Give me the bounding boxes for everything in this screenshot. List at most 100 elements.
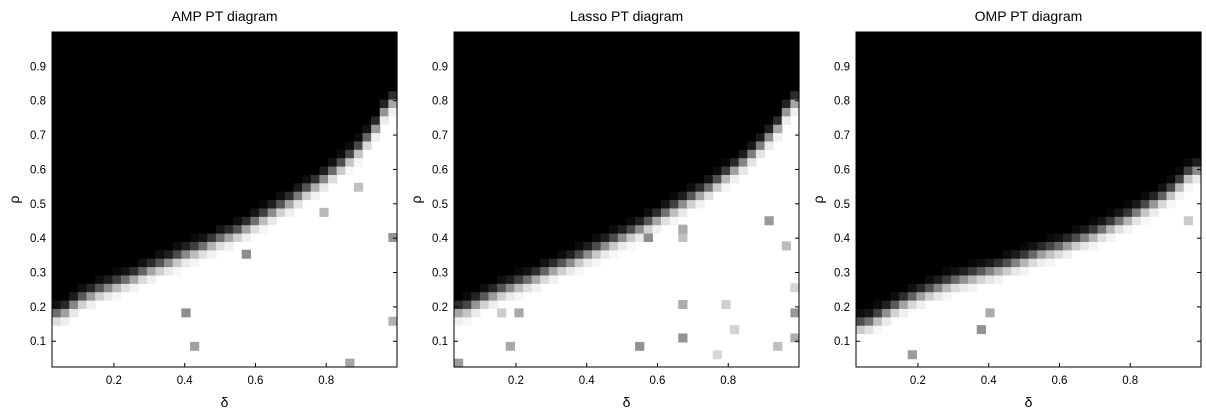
- heatmap-cell: [1106, 32, 1116, 41]
- heatmap-cell: [907, 182, 917, 192]
- heatmap-cell: [1175, 191, 1185, 201]
- heatmap-cell: [959, 157, 969, 167]
- heatmap-cell: [353, 115, 364, 125]
- heatmap-cell: [172, 140, 182, 150]
- heatmap-cell: [531, 132, 541, 142]
- heatmap-cell: [540, 65, 550, 75]
- heatmap-cell: [345, 124, 355, 134]
- heatmap-cell: [643, 107, 653, 117]
- heatmap-cell: [471, 283, 481, 293]
- heatmap-cell: [69, 73, 79, 83]
- heatmap-cell: [523, 233, 533, 242]
- heatmap-cell: [241, 32, 251, 41]
- heatmap-cell: [583, 48, 593, 58]
- heatmap-cell: [942, 32, 952, 41]
- heatmap-cell: [1149, 115, 1159, 125]
- heatmap-cell: [531, 48, 541, 58]
- heatmap-cell: [471, 157, 481, 167]
- heatmap-cell: [540, 90, 550, 100]
- heatmap-cell: [353, 149, 364, 159]
- heatmap-cell: [479, 291, 490, 301]
- heatmap-cell: [899, 48, 909, 58]
- heatmap-cell: [471, 191, 481, 201]
- heatmap-cell: [704, 132, 714, 142]
- heatmap-cell: [695, 115, 705, 125]
- heatmap-cell: [985, 140, 995, 150]
- heatmap-cell: [864, 40, 874, 50]
- heatmap-cell: [985, 174, 995, 184]
- heatmap-cell: [462, 316, 472, 326]
- heatmap-cell: [462, 73, 472, 83]
- heatmap-cell: [1149, 199, 1159, 209]
- heatmap-cell: [652, 82, 662, 92]
- heatmap-cell: [574, 107, 584, 117]
- heatmap-cell: [479, 283, 490, 293]
- heatmap-cell: [69, 266, 79, 276]
- heatmap-cell: [925, 199, 935, 209]
- x-tick-label: 0.2: [910, 375, 926, 387]
- heatmap-cell: [138, 258, 148, 268]
- heatmap-cell: [1149, 166, 1159, 175]
- heatmap-cell: [77, 258, 88, 268]
- heatmap-cell: [1045, 73, 1055, 83]
- heatmap-cell: [523, 57, 533, 67]
- heatmap-cell: [514, 40, 524, 50]
- heatmap-cell: [661, 107, 671, 117]
- heatmap-cell: [907, 48, 917, 58]
- heatmap-cell: [695, 48, 705, 58]
- heatmap-cell: [540, 191, 550, 201]
- heatmap-cell: [686, 166, 697, 175]
- heatmap-cell: [1149, 132, 1159, 142]
- heatmap-cell: [574, 191, 584, 201]
- heatmap-cell: [856, 73, 866, 83]
- heatmap-cell: [1097, 157, 1107, 167]
- heatmap-cell: [86, 115, 96, 125]
- heatmap-cell: [856, 174, 866, 184]
- heatmap-cell: [755, 99, 766, 108]
- heatmap-cell: [488, 82, 498, 92]
- heatmap-cell: [454, 90, 464, 100]
- heatmap-cell: [319, 157, 329, 167]
- heatmap-cell: [856, 300, 866, 309]
- heatmap-cell: [669, 216, 679, 226]
- heatmap-cell: [976, 57, 986, 67]
- heatmap-cell: [712, 124, 722, 134]
- heatmap-cell: [121, 241, 131, 251]
- heatmap-cell: [497, 191, 507, 201]
- heatmap-cell: [721, 140, 731, 150]
- heatmap-cell: [146, 65, 157, 75]
- axes-frame: [453, 31, 800, 368]
- heatmap-cell: [388, 99, 398, 108]
- heatmap-cell: [1011, 82, 1021, 92]
- heatmap-cell: [293, 57, 303, 67]
- heatmap-cell: [890, 82, 900, 92]
- heatmap-cell: [129, 65, 139, 75]
- heatmap-cell: [198, 182, 208, 192]
- heatmap-cell: [250, 157, 260, 167]
- heatmap-cell: [310, 191, 320, 201]
- heatmap-cell: [1175, 32, 1185, 41]
- heatmap-cell: [617, 65, 628, 75]
- heatmap-cell: [241, 90, 251, 100]
- heatmap-cell: [488, 216, 498, 226]
- heatmap-cell: [1192, 140, 1202, 150]
- heatmap-cell: [95, 199, 105, 209]
- heatmap-cell: [86, 174, 96, 184]
- heatmap-cell: [916, 191, 926, 201]
- heatmap-cell: [916, 274, 926, 284]
- pt-diagram-chart: 0.2 0.4 0.6 0.80.10.20.30.40.50.60.70.80.9L…: [408, 8, 800, 410]
- heatmap-cell: [514, 73, 524, 83]
- heatmap-cell: [890, 266, 900, 276]
- heatmap-cell: [626, 216, 636, 226]
- heatmap-cell: [462, 166, 472, 175]
- heatmap-cell: [462, 216, 472, 226]
- heatmap-cell: [669, 82, 679, 92]
- heatmap-cell: [864, 199, 874, 209]
- heatmap-cell: [138, 99, 148, 108]
- heatmap-cell: [1045, 216, 1055, 226]
- heatmap-cell: [907, 132, 917, 142]
- heatmap-cell: [738, 149, 748, 159]
- heatmap-cell: [907, 174, 917, 184]
- heatmap-cell: [479, 216, 490, 226]
- heatmap-cell: [968, 283, 978, 293]
